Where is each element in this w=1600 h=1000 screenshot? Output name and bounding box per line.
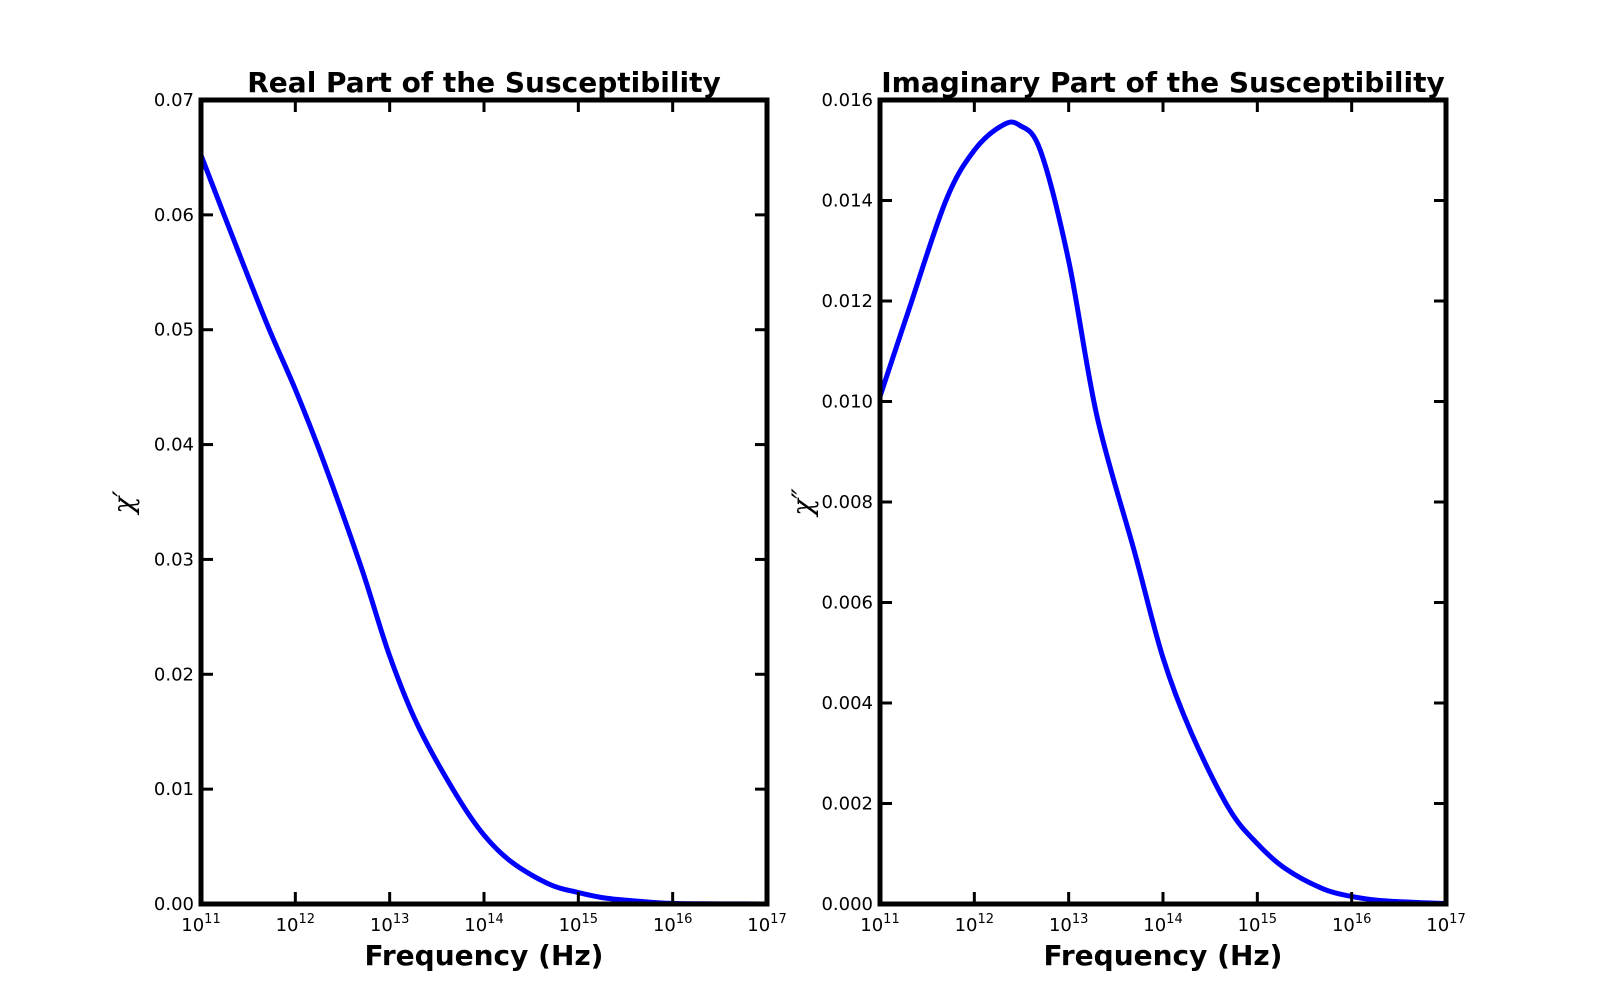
x-tick-base: 10 (1426, 915, 1449, 936)
y-tick-label: 0.01 (154, 779, 194, 800)
plot-frame (198, 97, 770, 907)
x-tick-base: 10 (1238, 915, 1261, 936)
x-tick-base: 10 (955, 915, 978, 936)
chart-title: Real Part of the Susceptibility (247, 66, 720, 99)
x-tick-exponent: 12 (299, 912, 316, 927)
y-tick-label: 0.06 (154, 205, 194, 226)
y-tick-label: 0.02 (154, 664, 194, 685)
series-line-1 (880, 119, 1446, 904)
x-axis-label: Frequency (Hz) (365, 939, 604, 972)
x-tick-exponent: 14 (1166, 912, 1183, 927)
y-tick-label: 0.004 (821, 693, 873, 714)
y-tick-label: 0.002 (821, 794, 873, 815)
y-axis-label: χ″ (786, 488, 819, 518)
x-tick-label: 1016 (653, 912, 692, 936)
x-axis-label: Frequency (Hz) (1044, 939, 1283, 972)
x-tick-label: 1017 (747, 912, 786, 936)
y-axis-label: χ′ (107, 490, 140, 516)
x-tick-label: 1015 (1238, 912, 1277, 936)
x-tick-base: 10 (1143, 915, 1166, 936)
x-tick-label: 1015 (559, 912, 598, 936)
x-tick-base: 10 (370, 915, 393, 936)
x-tick-label: 1012 (276, 912, 315, 936)
x-tick-label: 1011 (860, 912, 899, 936)
y-tick-label: 0.03 (154, 549, 194, 570)
y-tick-label: 0.012 (821, 291, 873, 312)
x-tick-label: 1013 (370, 912, 409, 936)
y-tick-label: 0.04 (154, 435, 194, 456)
x-tick-exponent: 13 (1072, 912, 1089, 927)
x-tick-exponent: 14 (487, 912, 504, 927)
y-tick-label: 0.008 (821, 492, 873, 513)
x-tick-label: 1012 (955, 912, 994, 936)
series-line-1 (201, 154, 767, 904)
x-tick-label: 1014 (1143, 912, 1182, 936)
x-tick-exponent: 15 (582, 912, 599, 927)
x-tick-base: 10 (181, 915, 204, 936)
x-tick-exponent: 17 (770, 912, 787, 927)
x-tick-base: 10 (1332, 915, 1355, 936)
x-tick-base: 10 (464, 915, 487, 936)
x-tick-exponent: 13 (393, 912, 410, 927)
y-tick-label: 0.00 (154, 894, 194, 915)
y-tick-label: 0.014 (821, 191, 873, 212)
x-tick-exponent: 11 (883, 912, 900, 927)
x-tick-exponent: 16 (676, 912, 693, 927)
x-tick-base: 10 (559, 915, 582, 936)
x-tick-exponent: 16 (1355, 912, 1372, 927)
x-tick-exponent: 17 (1449, 912, 1466, 927)
x-tick-label: 1016 (1332, 912, 1371, 936)
x-tick-base: 10 (747, 915, 770, 936)
chart-panel-2: 1011 1012 1013 1014 1015 1016 10170.0000.0020.… (786, 66, 1466, 972)
x-tick-base: 10 (1049, 915, 1072, 936)
chart-title: Imaginary Part of the Susceptibility (881, 66, 1444, 99)
y-tick-label: 0.006 (821, 593, 873, 614)
y-tick-label: 0.05 (154, 320, 194, 341)
chart-panel-1: 1011 1012 1013 1014 1015 1016 10170.000.010.02… (107, 66, 787, 972)
x-tick-base: 10 (860, 915, 883, 936)
x-tick-exponent: 12 (978, 912, 995, 927)
x-tick-base: 10 (276, 915, 299, 936)
x-tick-label: 1013 (1049, 912, 1088, 936)
x-tick-exponent: 11 (204, 912, 221, 927)
x-tick-label: 1011 (181, 912, 220, 936)
y-tick-label: 0.07 (154, 90, 194, 111)
x-tick-label: 1017 (1426, 912, 1465, 936)
plot-frame (877, 97, 1449, 907)
y-tick-label: 0.016 (821, 90, 873, 111)
y-tick-label: 0.000 (821, 894, 873, 915)
x-tick-base: 10 (653, 915, 676, 936)
x-tick-exponent: 15 (1261, 912, 1278, 927)
x-tick-label: 1014 (464, 912, 503, 936)
y-tick-label: 0.010 (821, 392, 873, 413)
